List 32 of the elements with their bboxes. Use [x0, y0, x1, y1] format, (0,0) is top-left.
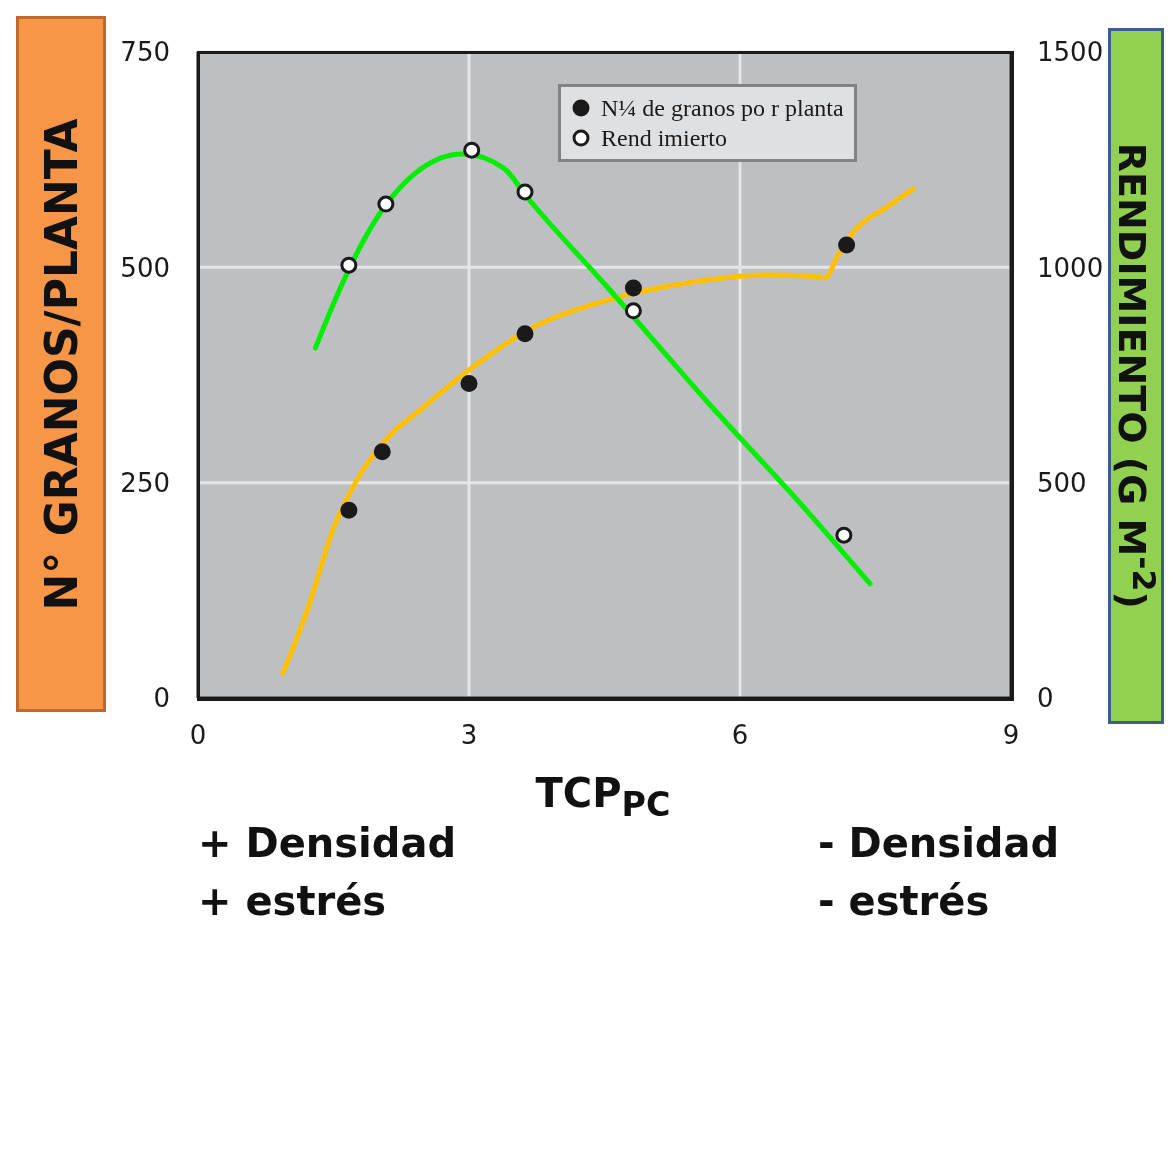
text: - estrés — [818, 878, 990, 924]
point — [463, 141, 481, 159]
y2-tick-label: 1000 — [1037, 252, 1104, 283]
legend-label: Rend imierto — [601, 124, 727, 153]
point — [838, 236, 856, 254]
x-axis-title: TCP$_{PC}$ — [535, 770, 671, 824]
point — [340, 256, 358, 274]
y-axis-title: N° GRANOS/PLANTA — [35, 118, 87, 610]
y2-tick-label: 0 — [1037, 683, 1054, 714]
x-tick-label: 6 — [731, 720, 749, 751]
point — [516, 325, 534, 343]
x-tick-label: 3 — [460, 720, 478, 751]
text: + Densidad — [198, 820, 457, 866]
y-tick-label: 750 — [120, 37, 170, 68]
y-tick-label: 250 — [120, 467, 170, 498]
y2-tick-label: 500 — [1037, 467, 1087, 498]
point — [624, 302, 642, 320]
point — [460, 375, 478, 393]
y2-tick-label: 1500 — [1037, 37, 1104, 68]
point — [373, 443, 391, 461]
x-tick-label: 0 — [189, 720, 207, 751]
legend-label: N¼ de granos po r planta — [601, 94, 844, 123]
point — [835, 526, 853, 544]
text: + estrés — [198, 878, 387, 924]
y-tick-label: 0 — [153, 683, 170, 714]
point — [340, 501, 358, 519]
point — [624, 279, 642, 297]
point — [377, 195, 395, 213]
text: - Densidad — [818, 820, 1060, 866]
y-tick-label: 500 — [120, 252, 170, 283]
x-tick-label: 9 — [1002, 720, 1020, 751]
point — [516, 183, 534, 201]
